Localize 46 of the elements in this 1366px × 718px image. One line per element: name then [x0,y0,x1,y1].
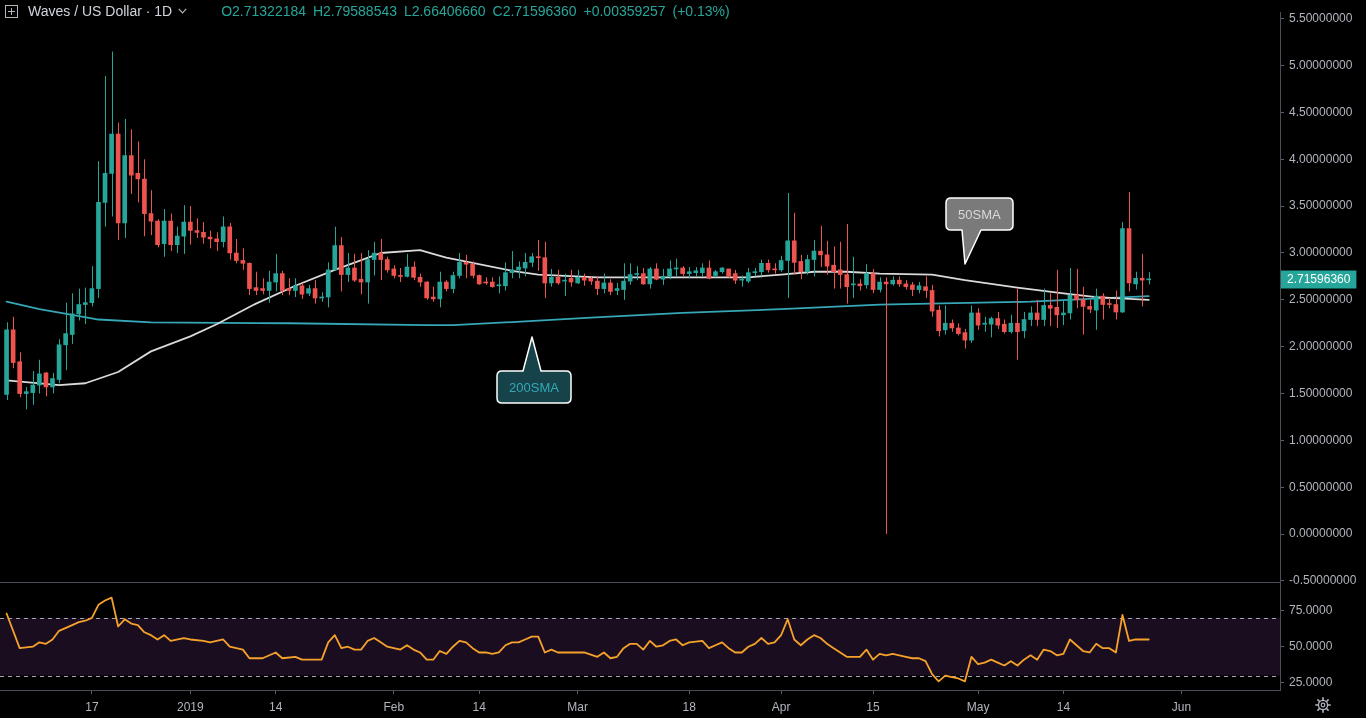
text: 2.71596360 [1287,272,1351,287]
x-tick-label: 15 [866,699,881,714]
y-tick-label: 0.50000000 [1289,479,1353,494]
y-tick-label: 75.0000 [1289,602,1333,617]
x-tick-label: 14 [472,699,487,714]
y-tick-label: 5.00000000 [1289,57,1353,72]
candlestick [398,267,403,283]
y-tick-label: 4.50000000 [1289,104,1353,119]
x-tick-label: Mar [567,699,588,714]
candlestick [293,277,298,298]
text: 200SMA [509,379,559,395]
y-tick-label: 2.50000000 [1289,292,1353,307]
x-tick-label: May [966,699,990,714]
x-tick-label: 14 [269,699,283,714]
y-tick-label: 3.00000000 [1289,245,1353,260]
x-tick-label: 2019 [177,699,205,714]
y-tick-label: 3.50000000 [1289,198,1353,213]
candlestick [1087,299,1092,314]
x-tick-label: Jun [1171,699,1192,714]
y-tick-label: 1.00000000 [1289,432,1353,447]
x-tick-label: 14 [1056,699,1071,714]
chart-subtitle: O2.71322184 H2.79588543 L2.66406660 C2.71596360 +0.00359257 (+0.13%) [221,3,730,19]
y-tick-label: 2.00000000 [1289,339,1353,353]
y-tick-label: 4.00000000 [1289,151,1353,166]
text: 50SMA [958,206,1001,222]
candlestick [988,316,994,338]
candlestick [982,316,987,333]
candlestick [634,265,640,281]
x-tick-label: Feb [383,699,405,714]
y-tick-label: 1.50000000 [1289,385,1353,400]
y-tick-label: 0.00000000 [1289,526,1353,541]
x-tick-label: 18 [682,699,697,714]
candlestick [1107,297,1112,309]
chart-title: Waves / US Dollar · 1D [28,3,173,19]
x-tick-label: Apr [771,699,791,714]
y-tick-label: 5.50000000 [1289,11,1353,26]
y-tick-label: -0.50000000 [1289,573,1357,588]
y-tick-label: 50.0000 [1289,639,1333,654]
candlestick [713,269,718,278]
candlestick [83,287,88,325]
candlestick [306,284,311,297]
candlestick [529,252,535,268]
y-tick-label: 25.0000 [1289,675,1333,690]
x-tick-label: 17 [85,699,99,714]
candlestick [923,275,928,299]
candlestick [260,277,265,295]
